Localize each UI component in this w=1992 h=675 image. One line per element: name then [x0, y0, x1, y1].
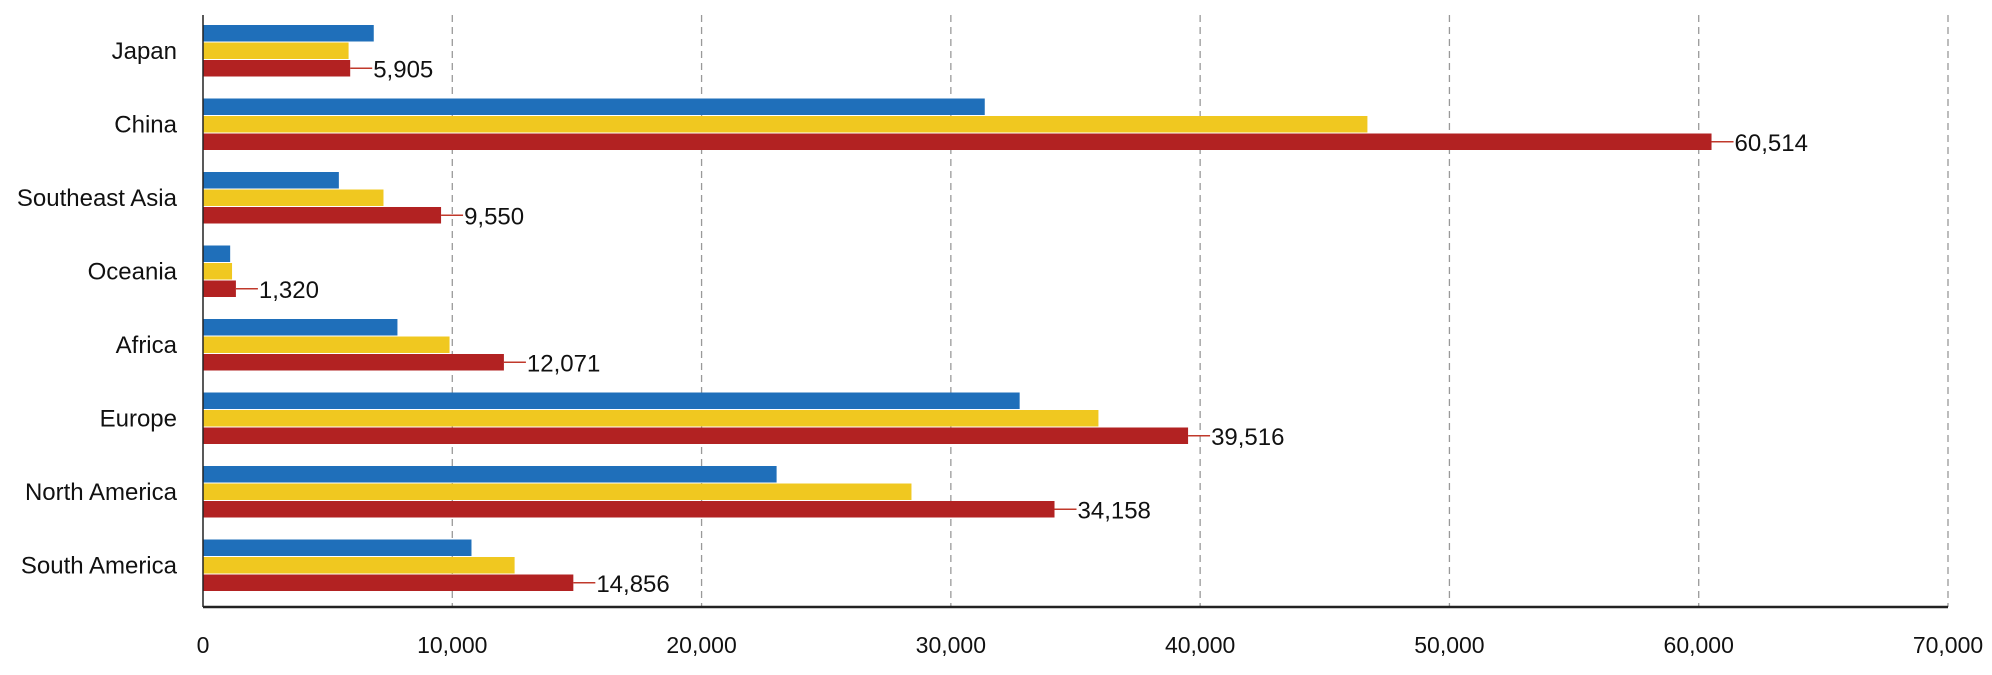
data-label: 39,516: [1211, 424, 1284, 451]
category-label: Southeast Asia: [17, 185, 178, 212]
data-label: 60,514: [1735, 130, 1808, 157]
x-tick-label: 40,000: [1165, 632, 1235, 658]
bar: [203, 557, 515, 574]
bar: [203, 133, 1712, 150]
category-label: Africa: [116, 332, 178, 359]
x-tick-label: 20,000: [666, 632, 736, 658]
data-label: 14,856: [596, 571, 669, 598]
x-tick-label: 30,000: [916, 632, 986, 658]
data-label: 34,158: [1078, 497, 1151, 524]
x-tick-label: 10,000: [417, 632, 487, 658]
bar: [203, 319, 398, 336]
x-tick-label: 50,000: [1414, 632, 1484, 658]
category-label: China: [114, 111, 177, 138]
data-label: 1,320: [259, 277, 319, 304]
bar: [203, 116, 1368, 133]
category-label: North America: [25, 479, 178, 506]
x-tick-label: 60,000: [1664, 632, 1734, 658]
bar: [203, 60, 351, 77]
bar: [203, 354, 504, 371]
x-tick-label: 70,000: [1913, 632, 1983, 658]
data-label: 5,905: [373, 56, 433, 83]
bar: [203, 466, 777, 483]
bar: [203, 98, 985, 115]
category-label: Oceania: [88, 258, 178, 285]
bar: [203, 245, 231, 262]
bar: [203, 410, 1099, 427]
data-label: 12,071: [527, 350, 600, 377]
bar: [203, 501, 1055, 518]
bar: [203, 483, 912, 500]
bar: [203, 207, 442, 224]
bar: [203, 574, 574, 591]
category-label: Japan: [112, 38, 177, 65]
bar: [203, 392, 1020, 409]
bar: [203, 263, 233, 280]
category-labels: Japan China Southeast Asia Oceania Africa Eur…: [17, 38, 178, 580]
category-label: Europe: [100, 405, 177, 432]
bar: [203, 336, 450, 353]
bar: [203, 427, 1189, 444]
bar: [203, 280, 236, 297]
category-label: South America: [21, 552, 178, 579]
x-tick-labels: 0 10,000 20,000 30,000 40,000 50,000 60,000 70,…: [197, 632, 1984, 658]
bar: [203, 25, 374, 42]
bar: [203, 42, 349, 59]
bar: [203, 172, 339, 189]
bar: [203, 189, 384, 206]
bar: [203, 539, 472, 556]
bars: 5,905 60,514 9,550 1,320 12,071 39,516 34,158 1…: [203, 25, 1808, 598]
x-tick-label: 0: [197, 632, 210, 658]
data-label: 9,550: [464, 203, 524, 230]
